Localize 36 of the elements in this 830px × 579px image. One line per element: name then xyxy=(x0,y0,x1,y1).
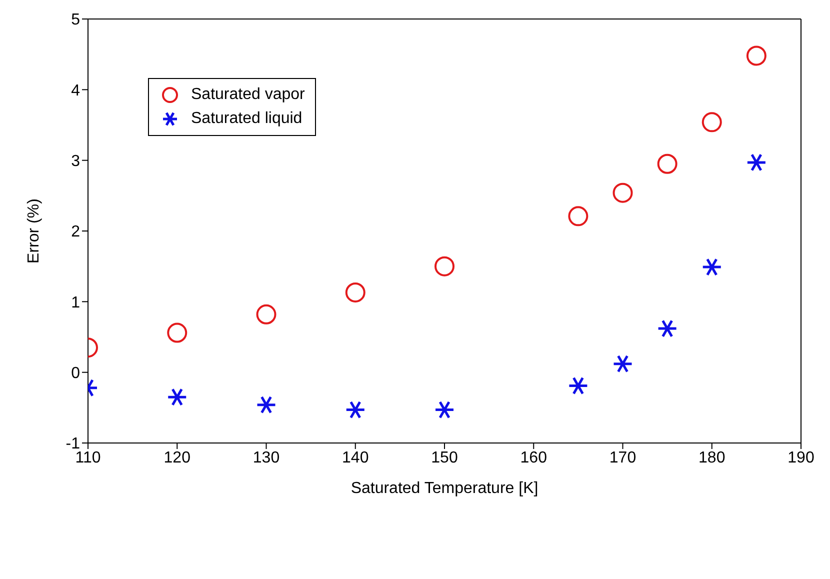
y-tick-label: 1 xyxy=(71,294,80,312)
point xyxy=(166,388,188,406)
point xyxy=(657,319,678,338)
legend-label: Saturated vapor xyxy=(191,86,305,104)
point xyxy=(434,400,455,419)
legend-label: Saturated liquid xyxy=(191,110,302,128)
y-tick-label: 3 xyxy=(71,153,80,170)
point xyxy=(612,354,633,373)
y-tick-label: 4 xyxy=(71,82,80,100)
point xyxy=(702,112,722,132)
x-axis-title: Saturated Temperature [K] xyxy=(350,480,538,497)
point xyxy=(568,206,588,226)
x-tick-label: 140 xyxy=(342,449,369,466)
y-tick-label: 0 xyxy=(71,365,80,382)
x-tick-label: 160 xyxy=(520,449,548,466)
x-tick-label: 190 xyxy=(788,449,814,466)
y-tick-label: 2 xyxy=(71,224,80,241)
x-tick-label: 150 xyxy=(431,449,458,466)
point xyxy=(746,153,767,172)
point xyxy=(702,258,722,276)
point xyxy=(434,256,454,276)
point xyxy=(256,304,276,324)
point xyxy=(657,154,678,174)
y-tick-label: 5 xyxy=(71,12,80,29)
x-tick-label: 180 xyxy=(698,449,726,466)
y-axis-title: Error (%) xyxy=(26,198,43,264)
x-tick-label: 130 xyxy=(252,449,280,466)
x-tick-label: 170 xyxy=(609,449,636,466)
point xyxy=(612,182,633,203)
point xyxy=(568,376,588,395)
point xyxy=(256,396,276,414)
x-tick-label: 120 xyxy=(164,449,191,466)
point xyxy=(345,400,366,419)
point xyxy=(345,282,366,302)
point xyxy=(167,322,188,343)
point xyxy=(746,46,766,66)
